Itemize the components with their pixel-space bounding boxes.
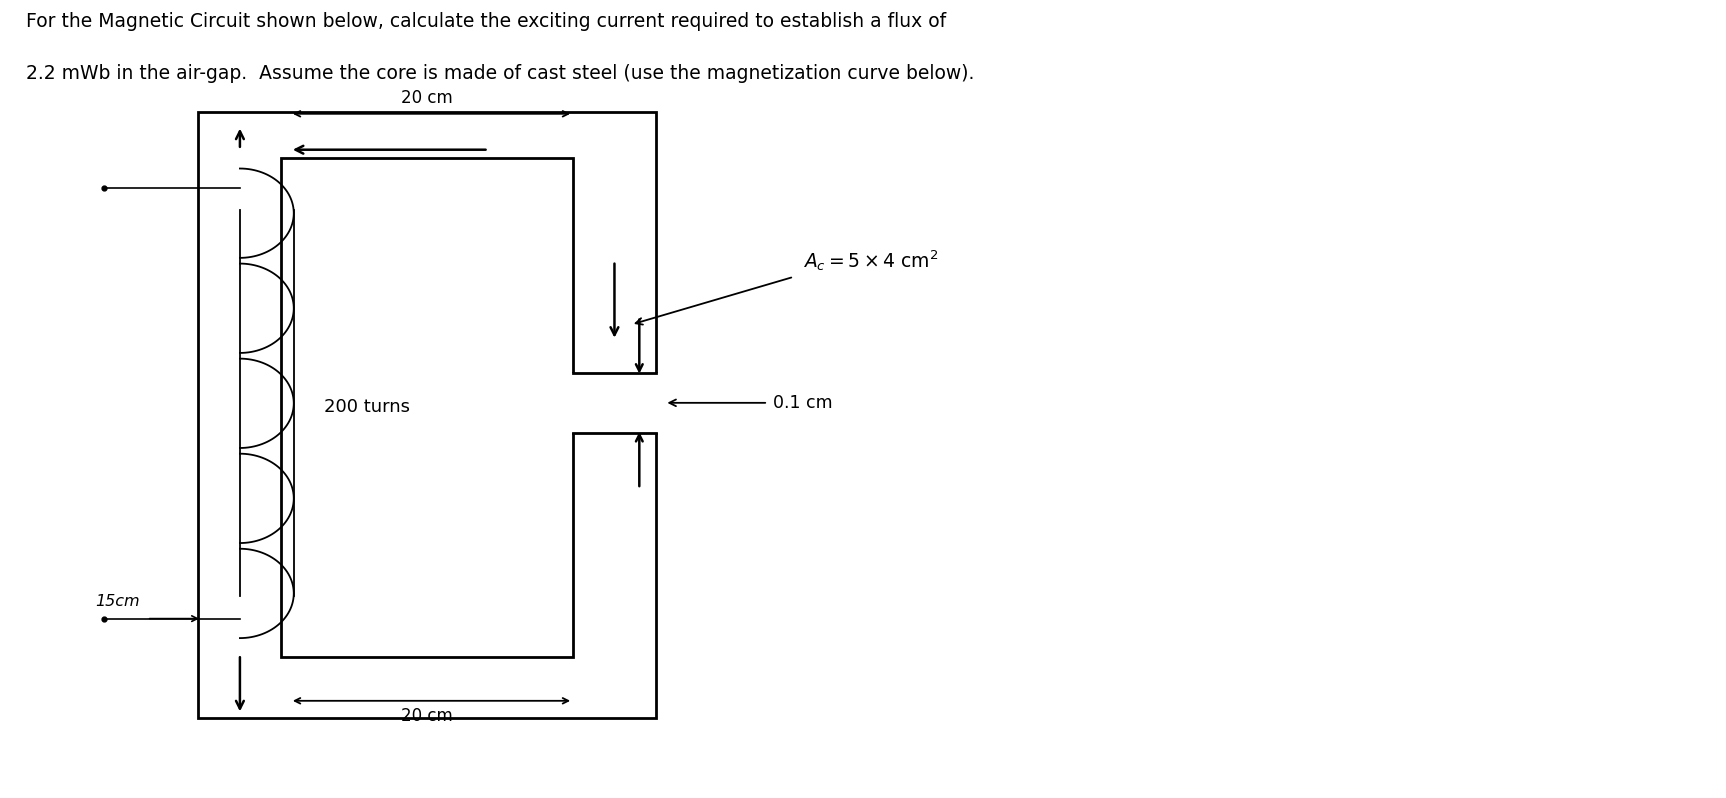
- Text: For the Magnetic Circuit shown below, calculate the exciting current required to: For the Magnetic Circuit shown below, ca…: [26, 12, 946, 31]
- Text: 0.1 cm: 0.1 cm: [773, 394, 834, 412]
- Text: 20 cm: 20 cm: [402, 707, 452, 725]
- Text: 2.2 mWb in the air-gap.  Assume the core is made of cast steel (use the magnetiz: 2.2 mWb in the air-gap. Assume the core …: [26, 64, 973, 83]
- Bar: [570, 373, 659, 433]
- Text: 200 turns: 200 turns: [324, 398, 411, 417]
- Text: 15cm: 15cm: [95, 594, 140, 609]
- Bar: [198, 112, 656, 718]
- Text: $A_c = 5 \times 4\ \mathrm{cm}^2$: $A_c = 5 \times 4\ \mathrm{cm}^2$: [803, 248, 937, 273]
- Bar: [281, 158, 573, 657]
- Text: 20 cm: 20 cm: [402, 89, 452, 108]
